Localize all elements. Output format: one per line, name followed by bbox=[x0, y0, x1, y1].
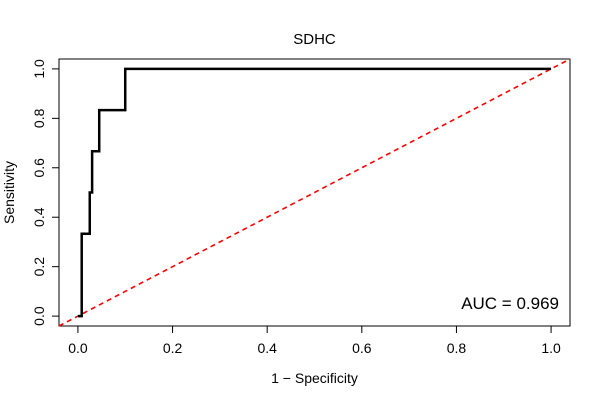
roc-curve-line bbox=[77, 67, 552, 318]
x-tick-label: 0.2 bbox=[163, 340, 183, 356]
x-tick-label: 1.0 bbox=[541, 340, 561, 356]
y-axis: 0.0 0.2 0.4 0.6 0.8 1.0 bbox=[31, 59, 59, 326]
plot-frame bbox=[58, 58, 571, 327]
y-tick-label: 1.0 bbox=[31, 59, 47, 79]
x-tick-label: 0.0 bbox=[68, 340, 88, 356]
reference-diagonal-line bbox=[58, 58, 571, 327]
y-tick-label: 0.8 bbox=[31, 108, 47, 128]
x-axis-label: 1 − Specificity bbox=[271, 370, 358, 386]
y-tick-label: 0.6 bbox=[31, 158, 47, 178]
x-tick-label: 0.4 bbox=[257, 340, 277, 356]
y-tick-label: 0.2 bbox=[31, 257, 47, 277]
y-tick-label: 0.4 bbox=[31, 207, 47, 227]
x-tick-label: 0.8 bbox=[447, 340, 467, 356]
x-axis: 0.0 0.2 0.4 0.6 0.8 1.0 bbox=[68, 326, 561, 356]
auc-annotation: AUC = 0.969 bbox=[461, 294, 559, 313]
chart-title: SDHC bbox=[293, 31, 336, 48]
x-tick-label: 0.6 bbox=[352, 340, 372, 356]
series-layer bbox=[58, 58, 571, 327]
y-tick-label: 0.0 bbox=[31, 306, 47, 326]
y-axis-label: Sensitivity bbox=[1, 161, 17, 224]
